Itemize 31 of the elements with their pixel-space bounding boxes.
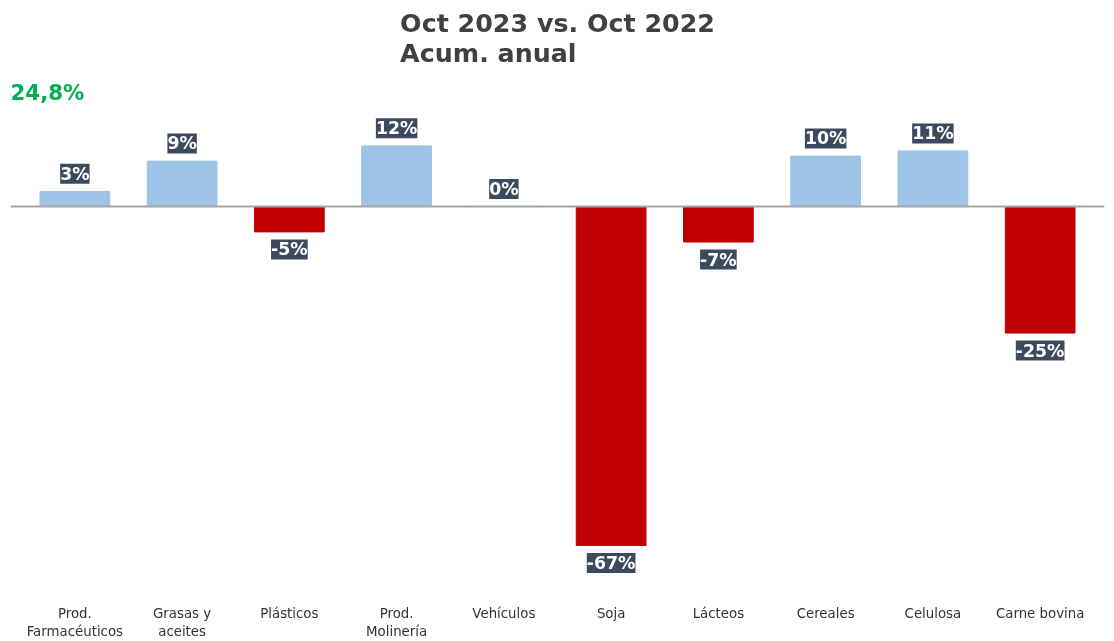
x-tick-label: Vehículos: [472, 605, 536, 621]
bar: [146, 160, 218, 208]
data-label: 12%: [375, 118, 418, 139]
bar: [575, 206, 647, 546]
data-label: -25%: [1015, 340, 1065, 361]
chart-title: Oct 2023 vs. Oct 2022 Acum. anual: [400, 7, 715, 68]
data-label: 11%: [912, 123, 954, 144]
data-label: 10%: [804, 128, 847, 149]
x-tick-label: Celulosa: [904, 605, 962, 621]
data-label: -7%: [700, 249, 737, 270]
bar: [897, 150, 969, 208]
x-tick-label: Grasas y aceites: [153, 605, 212, 639]
data-label: -67%: [586, 553, 636, 574]
bar: [1004, 206, 1076, 334]
data-label: 0%: [489, 179, 519, 200]
bar: [254, 206, 325, 233]
x-tick-label: Lácteos: [692, 605, 745, 621]
bar: [683, 206, 754, 243]
bar: [361, 145, 432, 208]
data-label: 9%: [167, 133, 197, 154]
x-tick-label: Carne bovina: [995, 605, 1085, 621]
data-label: -5%: [271, 239, 308, 260]
x-tick-label: Plásticos: [260, 605, 319, 621]
data-label: 3%: [60, 163, 90, 184]
x-tick-label: Prod. Molinería: [366, 605, 428, 639]
x-tick-label: Soja: [596, 605, 626, 621]
x-tick-label: Cereales: [796, 605, 855, 621]
x-tick-label: Prod. Farmacéuticos: [26, 605, 124, 639]
bar: [39, 190, 111, 208]
bar: [790, 155, 861, 208]
text: 24,8%: [10, 79, 85, 105]
